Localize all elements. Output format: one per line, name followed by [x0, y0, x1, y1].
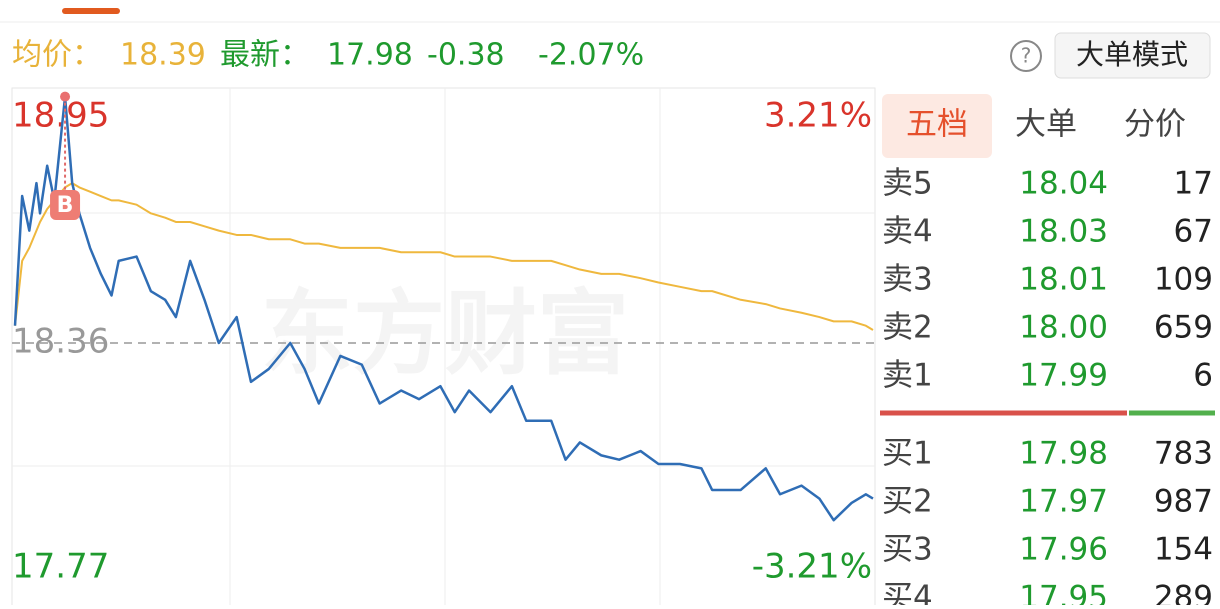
level-label: 卖5 [882, 166, 933, 202]
level-price: 18.03 [1019, 214, 1108, 250]
y-tick-label: 18.36 [12, 322, 109, 362]
level-volume: 109 [1154, 262, 1213, 298]
level-label: 卖1 [882, 358, 933, 394]
price-line [14, 182, 874, 331]
level-price: 17.97 [1019, 484, 1108, 520]
level-volume: 17 [1174, 166, 1213, 202]
avg-label: 均价： [12, 38, 102, 73]
level-volume: 154 [1154, 532, 1213, 568]
tab-indicator [62, 8, 120, 14]
level-volume: 987 [1154, 484, 1213, 520]
y2-tick-label: -3.21% [752, 547, 872, 587]
tab[interactable]: 大单 [1015, 107, 1077, 143]
latest-price: 17.98 [327, 38, 413, 73]
change-pct: -2.07% [538, 38, 644, 73]
level-volume: 289 [1154, 580, 1213, 606]
level-price: 17.96 [1019, 532, 1108, 568]
level-price: 18.01 [1019, 262, 1108, 298]
level-label: 卖2 [882, 310, 933, 346]
y2-tick-label: 3.21% [764, 96, 872, 136]
level-label: 买2 [882, 484, 933, 520]
mode-button[interactable] [1054, 32, 1211, 79]
tab-bg [882, 94, 992, 158]
marker-dot [60, 91, 71, 102]
level-volume: 67 [1174, 214, 1213, 250]
level-price: 17.98 [1019, 436, 1108, 472]
level-volume: 6 [1193, 358, 1213, 394]
level-label: 买1 [882, 436, 933, 472]
level-label: 卖4 [882, 214, 933, 250]
level-label: 卖3 [882, 262, 933, 298]
level-volume: 659 [1154, 310, 1213, 346]
level-price: 18.04 [1019, 166, 1108, 202]
avg-price: 18.39 [120, 38, 206, 73]
watermark: 东方财富 [261, 280, 629, 387]
tab[interactable]: 分价 [1124, 107, 1186, 143]
change: -0.38 [427, 38, 505, 73]
latest-label: 最新： [220, 38, 310, 73]
help-text[interactable]: ? [1021, 44, 1032, 68]
chart-frame [11, 87, 876, 609]
help-icon[interactable] [1010, 40, 1042, 72]
level-price: 18.00 [1019, 310, 1108, 346]
level-price: 17.95 [1019, 580, 1108, 606]
marker-label: B [57, 193, 74, 218]
marker-badge [50, 190, 81, 220]
level-volume: 783 [1154, 436, 1213, 472]
tab[interactable]: 五档 [906, 107, 968, 143]
level-label: 买4 [882, 580, 933, 606]
mode-button-text[interactable]: 大单模式 [1076, 38, 1188, 71]
y-tick-label: 17.77 [12, 547, 109, 587]
level-label: 买3 [882, 532, 933, 568]
level-price: 17.99 [1019, 358, 1108, 394]
